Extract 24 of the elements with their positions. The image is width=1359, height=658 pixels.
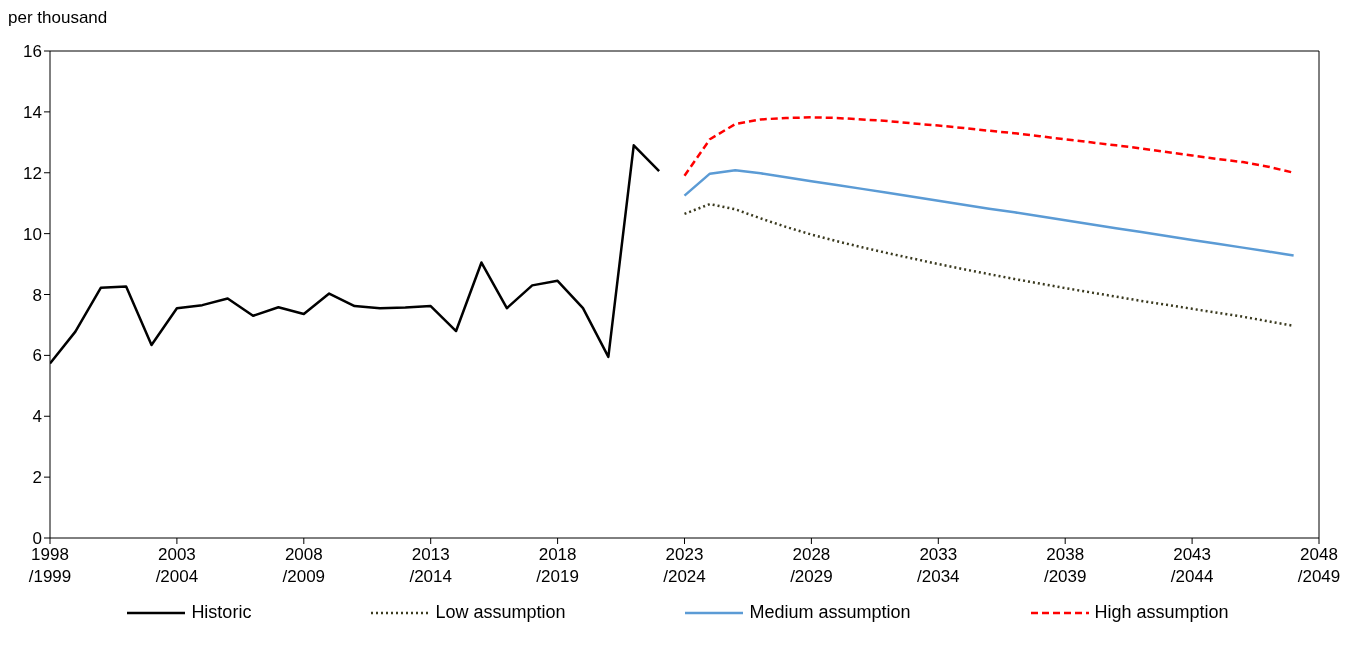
y-axis-title: per thousand (8, 8, 109, 29)
x-tick-label: 2033/2034 (917, 545, 960, 586)
y-tick-label: 4 (32, 407, 42, 427)
y-tick-label: 6 (32, 346, 42, 366)
y-tick-label: 10 (23, 224, 42, 244)
x-tick-label: 2043/2044 (1170, 545, 1214, 586)
x-tick-label: 2028/2029 (790, 545, 833, 586)
legend-label: Low assumption (435, 602, 566, 623)
line-series (683, 169, 1295, 257)
x-tick-label: 2018/2019 (536, 545, 579, 586)
y-tick-label: 12 (23, 163, 42, 183)
legend-label: Historic (191, 602, 252, 623)
legend-label: Medium assumption (749, 602, 911, 623)
x-tick-label: 2013/2014 (409, 545, 452, 586)
x-tick-label: 2003/2004 (155, 545, 199, 586)
x-tick-label: 2048/2049 (1297, 545, 1341, 586)
y-tick-label: 14 (23, 102, 42, 122)
y-tick-label: 8 (32, 285, 42, 305)
x-tick-label: 2038/2039 (1043, 545, 1087, 586)
x-tick-label: 2023/2024 (663, 545, 706, 586)
legend-label: High assumption (1094, 602, 1229, 623)
x-tick-label: 2008/2009 (282, 545, 326, 586)
y-tick-label: 16 (23, 42, 42, 62)
y-tick-label: 2 (32, 468, 42, 488)
